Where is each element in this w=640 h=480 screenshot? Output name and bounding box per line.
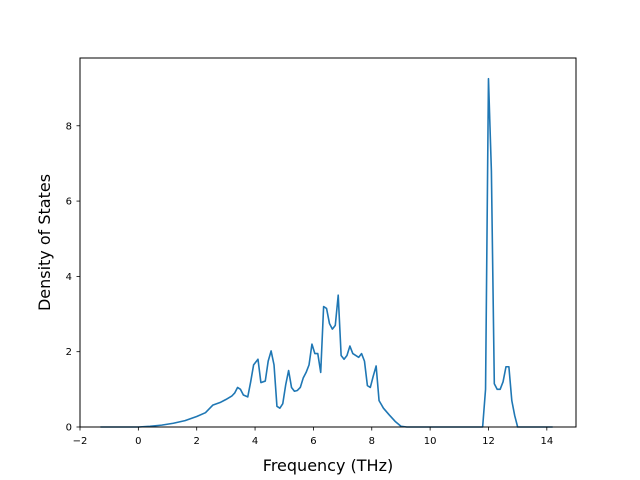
x-tick-label: 0	[135, 436, 141, 447]
x-tick-label: 2	[194, 436, 200, 447]
y-axis-ticks: 0 2 4 6 8	[66, 121, 80, 434]
y-tick-label: 0	[66, 423, 72, 434]
x-tick-label: 12	[482, 436, 495, 447]
x-axis-ticks: −2 0 2 4 6 8 10 12 14	[73, 427, 553, 447]
y-tick-label: 2	[66, 347, 72, 358]
x-tick-label: 8	[369, 436, 375, 447]
y-tick-label: 4	[66, 272, 72, 283]
x-tick-label: 14	[540, 436, 553, 447]
x-tick-label: 10	[424, 436, 437, 447]
y-tick-label: 8	[66, 121, 72, 132]
plot-frame	[79, 57, 577, 428]
x-tick-label: 6	[310, 436, 316, 447]
x-tick-label: −2	[73, 436, 88, 447]
x-axis-label: Frequency (THz)	[263, 456, 393, 475]
x-tick-label: 4	[252, 436, 258, 447]
y-tick-label: 6	[66, 197, 72, 208]
y-axis-label: Density of States	[35, 174, 54, 311]
